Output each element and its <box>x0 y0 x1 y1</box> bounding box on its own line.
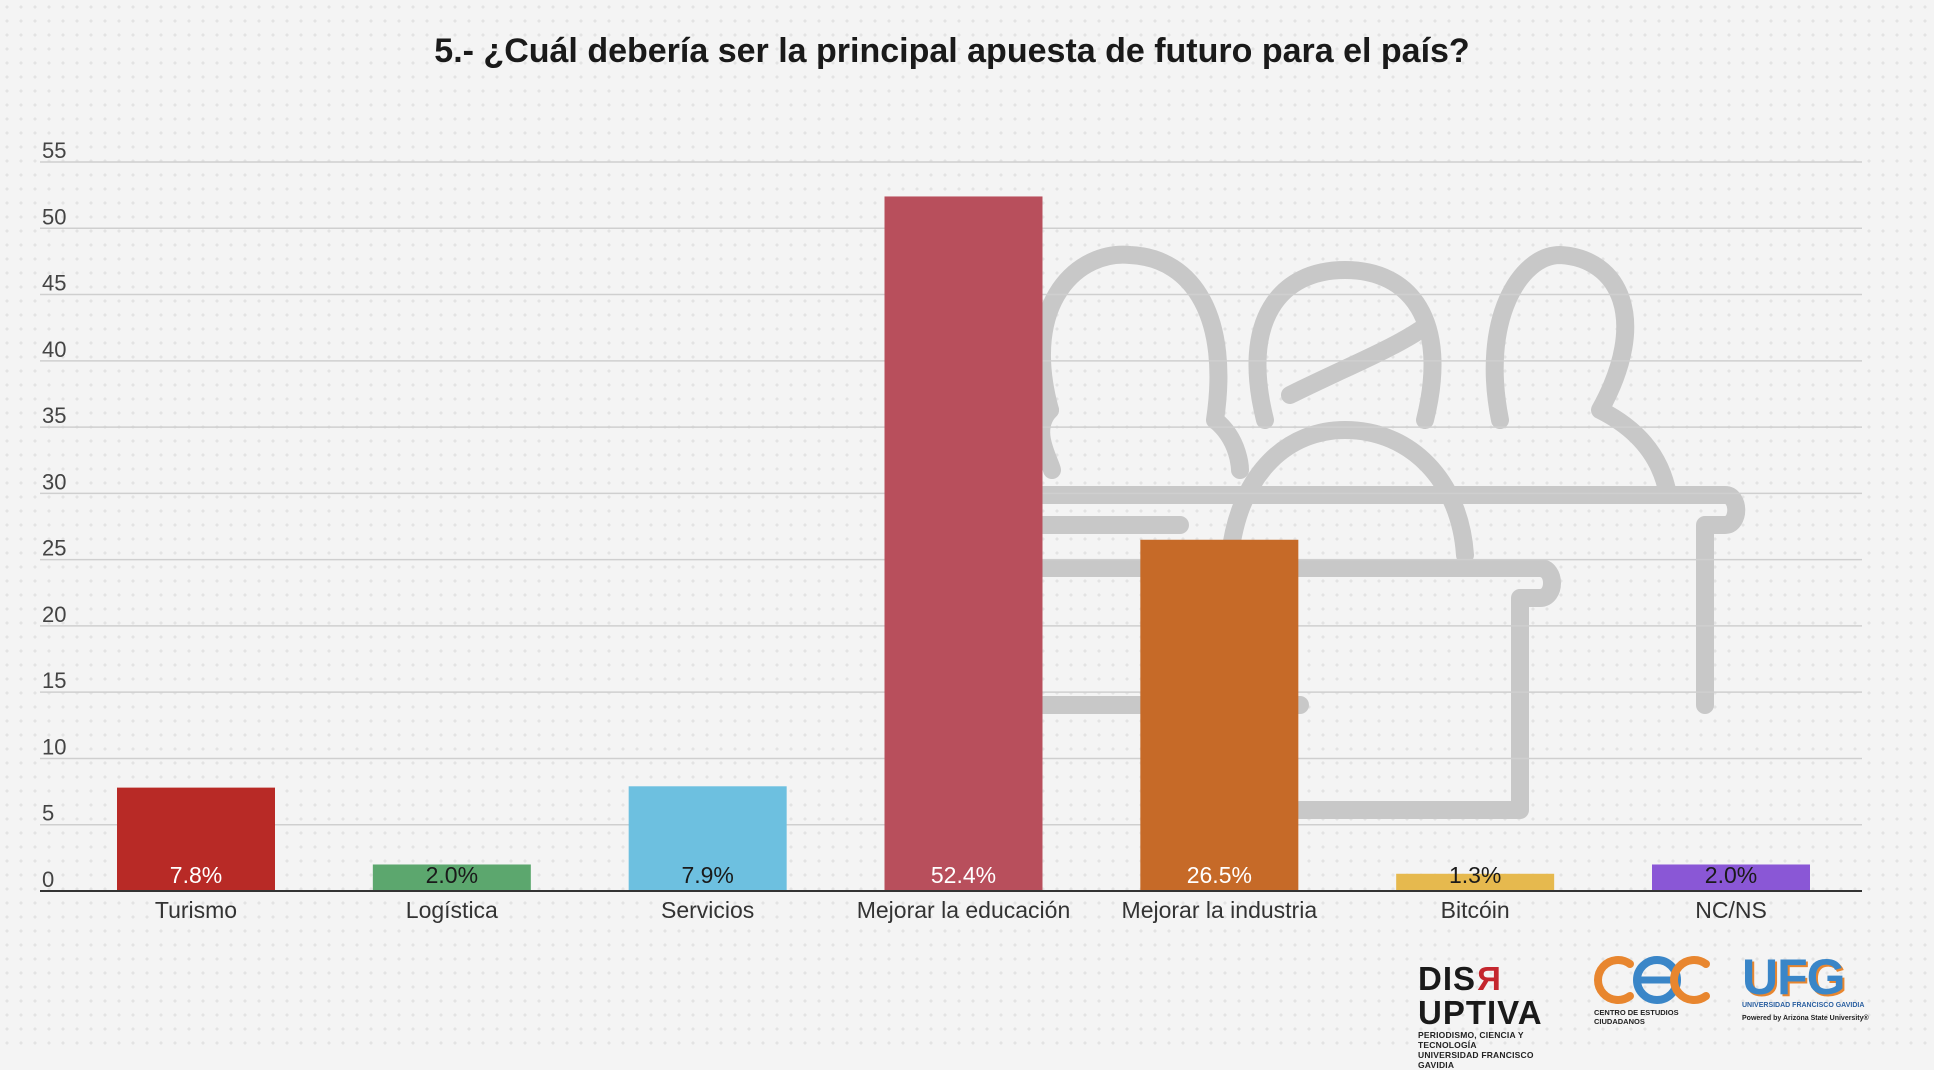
y-tick-label: 40 <box>42 337 66 362</box>
ufg-wordmark: UFG <box>1742 949 1846 1005</box>
classroom-illustration <box>1031 245 1746 819</box>
data-label: 7.8% <box>170 862 222 888</box>
ufg-powered-by: Powered by Arizona State University® <box>1742 1015 1869 1022</box>
data-label: 1.3% <box>1449 862 1501 888</box>
cec-subtitle: CENTRO DE ESTUDIOS CIUDADANOS <box>1594 1008 1679 1026</box>
x-axis-labels: Turismo Logística Servicios Mejorar la educ… <box>155 897 1767 923</box>
bar <box>628 786 787 891</box>
bar <box>117 787 275 891</box>
x-tick-label: Logística <box>406 897 498 923</box>
bars <box>117 196 1810 892</box>
y-tick-label: 15 <box>42 668 66 693</box>
data-label: 2.0% <box>1705 862 1757 888</box>
disruptiva-wordmark: DISRUPTIVA <box>1418 960 1543 1031</box>
bar <box>1652 864 1810 891</box>
data-label: 2.0% <box>426 862 478 888</box>
data-label: 7.9% <box>681 862 733 888</box>
bar <box>884 196 1043 892</box>
x-tick-label: NC/NS <box>1695 897 1767 923</box>
x-tick-label: Mejorar la industria <box>1122 897 1318 923</box>
x-tick-label: Servicios <box>661 897 754 923</box>
disruptiva-university: UNIVERSIDAD FRANCISCO GAVIDIA <box>1418 1050 1534 1070</box>
x-tick-label: Mejorar la educación <box>857 897 1071 923</box>
sponsor-logos: DISRUPTIVA PERIODISMO, CIENCIA Y TECNOLO… <box>1410 949 1880 1070</box>
cec-mark <box>1594 956 1710 1004</box>
y-tick-label: 25 <box>42 536 66 561</box>
data-label: 52.4% <box>931 862 996 888</box>
chart-title: 5.- ¿Cuál debería ser la principal apues… <box>434 32 1470 70</box>
bar <box>1396 873 1555 891</box>
y-axis-ticks: 0 5 10 15 20 25 30 35 40 45 50 55 <box>42 138 66 892</box>
ufg-university: UNIVERSIDAD FRANCISCO GAVIDIA <box>1742 1002 1865 1009</box>
disruptiva-tagline: PERIODISMO, CIENCIA Y TECNOLOGÍA <box>1418 1030 1524 1050</box>
y-tick-label: 10 <box>42 734 66 759</box>
x-tick-label: Turismo <box>155 897 237 923</box>
y-tick-label: 45 <box>42 271 66 296</box>
value-labels: 7.8% 2.0% 7.9% 52.4% 26.5% 1.3% 2.0% <box>170 862 1757 888</box>
y-tick-label: 50 <box>42 204 66 229</box>
y-tick-label: 30 <box>42 469 66 494</box>
x-tick-label: Bitcóin <box>1441 897 1510 923</box>
bar <box>1140 539 1299 891</box>
y-tick-label: 55 <box>42 138 66 163</box>
cec-logo: CENTRO DE ESTUDIOS CIUDADANOS <box>1594 952 1720 1026</box>
y-tick-label: 0 <box>42 867 54 892</box>
y-tick-label: 20 <box>42 602 66 627</box>
ufg-logo: UFG UNIVERSIDAD FRANCISCO GAVIDIA Powere… <box>1742 949 1872 1022</box>
data-label: 26.5% <box>1187 862 1252 888</box>
y-tick-label: 35 <box>42 403 66 428</box>
y-tick-label: 5 <box>42 801 54 826</box>
bar <box>372 864 531 891</box>
